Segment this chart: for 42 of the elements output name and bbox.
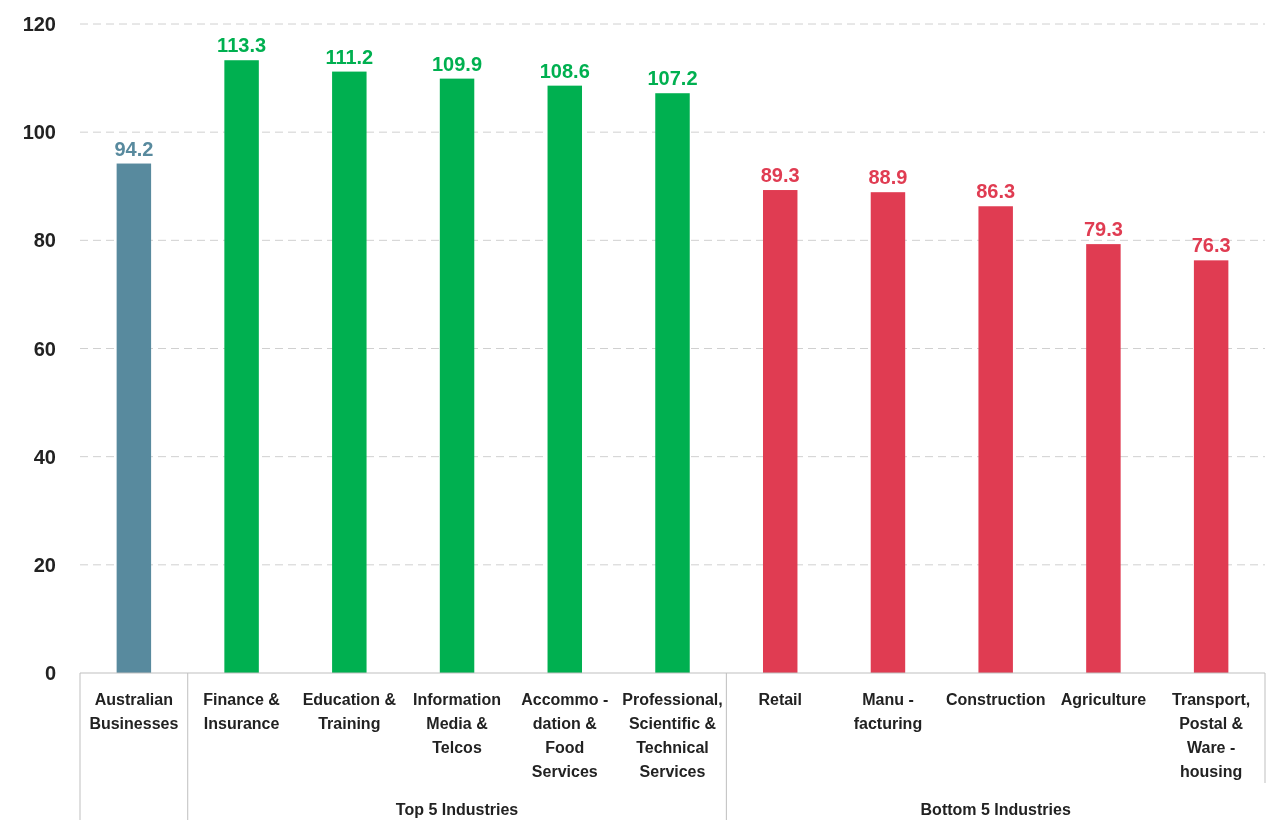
bar xyxy=(1086,244,1121,673)
bar xyxy=(116,163,152,673)
y-tick-label: 0 xyxy=(44,662,56,684)
data-label: 111.2 xyxy=(325,45,374,68)
x-tick-label: Agriculture xyxy=(1060,691,1147,708)
data-label: 79.3 xyxy=(1083,218,1123,241)
x-tick-label: Finance & Insurance xyxy=(203,691,281,732)
data-label: 113.3 xyxy=(217,34,267,57)
bar xyxy=(762,190,798,673)
text: Top 5 Industries xyxy=(395,801,519,818)
x-tick-label: Manu - facturing xyxy=(853,691,923,732)
x-tick-label: Australian Businesses xyxy=(89,691,179,732)
x-tick-label: Transport, Postal & Ware - housing xyxy=(1172,691,1251,780)
bar xyxy=(224,60,259,673)
x-tick-label: Information Media & Telcos xyxy=(413,691,502,756)
data-label: 76.3 xyxy=(1191,234,1231,257)
data-label: 108.6 xyxy=(539,59,590,82)
y-tick-label: 40 xyxy=(33,445,56,468)
bar xyxy=(655,93,690,673)
bar xyxy=(332,71,367,673)
data-label: 89.3 xyxy=(760,164,800,187)
bar xyxy=(978,206,1013,673)
y-tick-label: 20 xyxy=(33,553,56,576)
bar xyxy=(547,85,583,673)
x-tick-label: Professional, Scientific & Technical Services xyxy=(622,691,723,780)
data-label: 107.2 xyxy=(647,67,698,90)
x-tick-label: Education & Training xyxy=(302,691,397,732)
data-label: 88.9 xyxy=(868,166,908,189)
y-tick-label: 80 xyxy=(33,229,56,252)
y-tick-label: 60 xyxy=(33,337,56,360)
bar xyxy=(1193,260,1229,673)
data-label: 109.9 xyxy=(432,52,483,75)
x-tick-label: Retail xyxy=(758,691,803,708)
data-label: 94.2 xyxy=(114,137,154,160)
x-tick-label: Accommo - dation & Food Services xyxy=(521,691,609,780)
bar xyxy=(870,192,906,673)
x-tick-label: Construction xyxy=(945,691,1046,708)
y-tick-label: 120 xyxy=(22,13,56,35)
text: Bottom 5 Industries xyxy=(920,801,1071,818)
data-label: 86.3 xyxy=(976,180,1016,203)
y-tick-label: 100 xyxy=(22,121,56,144)
bar xyxy=(439,78,475,673)
